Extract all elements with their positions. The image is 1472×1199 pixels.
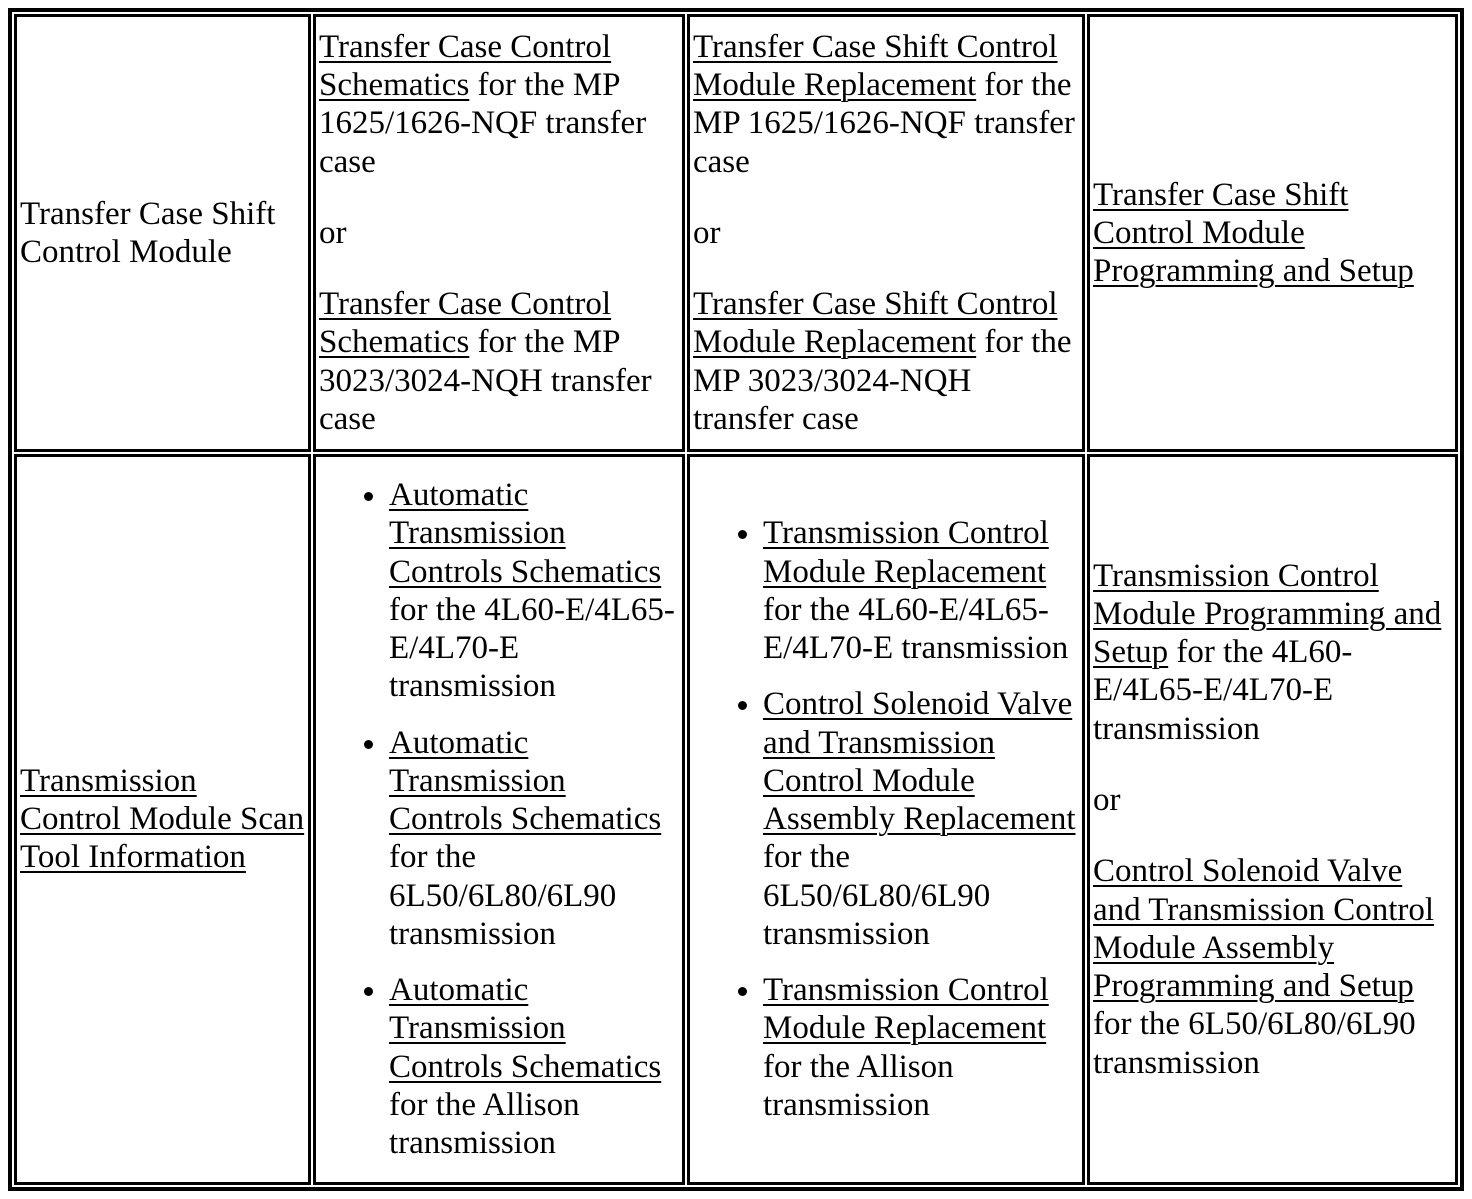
list-item-text: for the 4L60-E/4L65-E/4L70-E transmissio… [389,591,675,705]
list-item-text: for the Allison transmission [389,1086,580,1162]
component-label: Transfer Case Shift Control Module [20,195,276,270]
cell-transmission-replacement: Transmission Control Module Replacement … [687,454,1085,1185]
cell-transfer-case-programming-setup: Transfer Case Shift Control Module Progr… [1087,14,1458,452]
list-item: Control Solenoid Valve and Transmission … [763,685,1079,953]
paragraph-text: for the MP 1625/1626-NQF transfer case [319,67,647,180]
paragraph-text: for the 4L60-E/4L65-E/4L70-E transmissio… [1093,634,1353,747]
link-tcm-scan-tool-information[interactable]: Transmission Control Module Scan Tool In… [20,762,305,876]
service-info-table: Transfer Case Shift Control Module Trans… [8,8,1464,1191]
paragraph: Transfer Case Shift Control Module Repla… [693,285,1079,438]
link-tcm-replacement-allison[interactable]: Transmission Control Module Replacement [763,972,1049,1047]
paragraph-text: for the MP 1625/1626-NQF transfer case [693,67,1075,180]
link-tcm-programming-setup-4l[interactable]: Transmission Control Module Programming … [1093,557,1442,671]
paragraph-text: for the 6L50/6L80/6L90 transmission [1093,1006,1416,1081]
paragraph: Transfer Case Shift Control Module Progr… [1093,176,1452,291]
link-solenoid-valve-tcm-assembly-programming-setup-6l[interactable]: Control Solenoid Valve and Transmission … [1093,853,1435,1005]
paragraph: Transfer Case Shift Control Module Repla… [693,28,1079,181]
list-item-text: for the 6L50/6L80/6L90 transmission [389,839,617,952]
list-item: Automatic Transmission Controls Schemati… [389,476,679,706]
paragraph: Transfer Case Control Schematics for the… [319,28,679,181]
cell-component-transmission-tcm: Transmission Control Module Scan Tool In… [14,454,311,1185]
cell-component-transfer-case: Transfer Case Shift Control Module [14,14,311,452]
paragraph: Control Solenoid Valve and Transmission … [1093,852,1452,1082]
link-solenoid-valve-tcm-assembly-replacement-6l[interactable]: Control Solenoid Valve and Transmission … [763,686,1076,838]
link-auto-trans-controls-schematics-allison[interactable]: Automatic Transmission Controls Schemati… [389,972,662,1085]
row-transfer-case-shift-control-module: Transfer Case Shift Control Module Trans… [14,14,1458,452]
list-item-text: for the 4L60-E/4L65-E/4L70-E transmissio… [763,591,1069,667]
list-item-text: for the 6L50/6L80/6L90 transmission [763,839,991,952]
or-separator: or [319,214,347,251]
list-item: Automatic Transmission Controls Schemati… [389,971,679,1162]
link-transfer-case-control-schematics-nqf[interactable]: Transfer Case Control Schematics [319,28,612,104]
cell-transmission-programming-setup: Transmission Control Module Programming … [1087,454,1458,1185]
link-auto-trans-controls-schematics-6l[interactable]: Automatic Transmission Controls Schemati… [389,724,662,838]
or-separator: or [1093,781,1121,818]
link-tcm-replacement-4l[interactable]: Transmission Control Module Replacement [763,515,1049,590]
cell-transfer-case-module-replacement: Transfer Case Shift Control Module Repla… [687,14,1085,452]
cell-transmission-schematics: Automatic Transmission Controls Schemati… [313,454,685,1185]
paragraph: Transmission Control Module Scan Tool In… [20,762,305,877]
row-transmission-control-module: Transmission Control Module Scan Tool In… [14,454,1458,1185]
paragraph-text: for the MP 3023/3024-NQH transfer case [319,324,652,437]
list-item: Transmission Control Module Replacement … [763,971,1079,1124]
list-item: Transmission Control Module Replacement … [763,514,1079,667]
replacement-list: Transmission Control Module Replacement … [693,514,1079,1124]
paragraph: Transmission Control Module Programming … [1093,557,1452,748]
link-shift-control-module-replacement-nqf[interactable]: Transfer Case Shift Control Module Repla… [693,28,1058,104]
list-item: Automatic Transmission Controls Schemati… [389,724,679,954]
link-shift-control-module-replacement-nqh[interactable]: Transfer Case Shift Control Module Repla… [693,286,1058,361]
link-transfer-case-control-schematics-nqh[interactable]: Transfer Case Control Schematics [319,286,612,361]
paragraph: Transfer Case Control Schematics for the… [319,285,679,438]
link-auto-trans-controls-schematics-4l[interactable]: Automatic Transmission Controls Schemati… [389,477,662,590]
paragraph-text: for the MP 3023/3024-NQH transfer case [693,324,1072,437]
link-shift-control-module-programming-setup[interactable]: Transfer Case Shift Control Module Progr… [1093,176,1414,290]
list-item-text: for the Allison transmission [763,1048,954,1123]
cell-transfer-case-schematics: Transfer Case Control Schematics for the… [313,14,685,452]
or-separator: or [693,214,721,251]
schematics-list: Automatic Transmission Controls Schemati… [319,476,679,1163]
